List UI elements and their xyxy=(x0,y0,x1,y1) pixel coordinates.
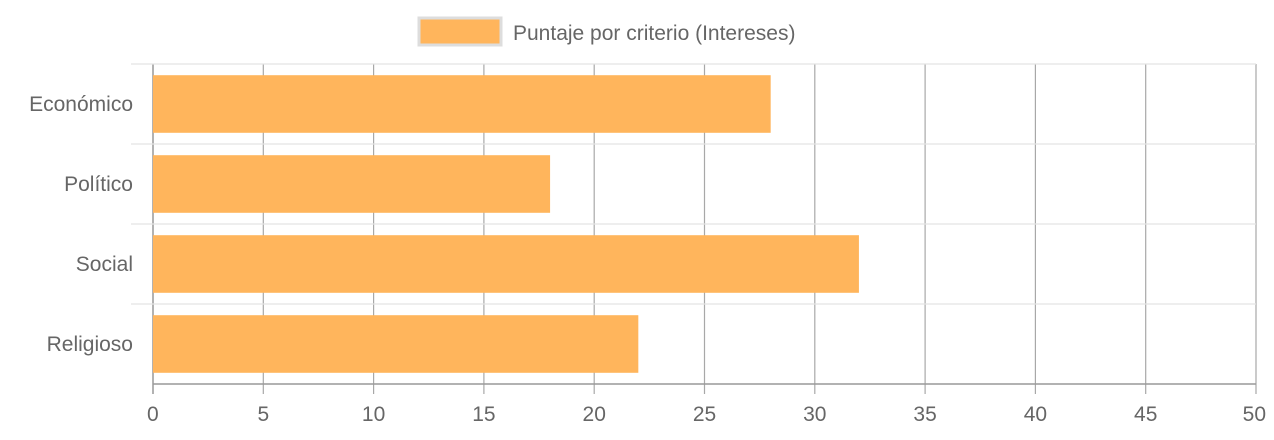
bar[interactable] xyxy=(153,75,771,133)
x-tick-label: 0 xyxy=(147,403,159,426)
y-category-label: Económico xyxy=(29,93,133,116)
x-tick-label: 30 xyxy=(803,403,826,426)
x-tick-label: 50 xyxy=(1243,403,1266,426)
x-tick-label: 5 xyxy=(257,403,269,426)
x-tick-label: 15 xyxy=(472,403,495,426)
x-tick-label: 35 xyxy=(913,403,936,426)
legend-swatch xyxy=(417,16,503,47)
x-tick-label: 45 xyxy=(1134,403,1157,426)
y-category-label: Social xyxy=(76,253,133,276)
legend-label: Puntaje por criterio (Intereses) xyxy=(513,22,795,45)
y-category-label: Religioso xyxy=(47,333,133,356)
x-tick-label: 25 xyxy=(693,403,716,426)
bar[interactable] xyxy=(153,155,551,213)
x-tick-label: 40 xyxy=(1024,403,1047,426)
y-category-label: Político xyxy=(64,173,133,196)
x-axis-tick-labels: 0 5 10 15 20 25 30 35 40 45 50 xyxy=(147,403,1266,426)
x-tick-label: 10 xyxy=(362,403,385,426)
y-axis-category-labels: Económico Político Social Religioso xyxy=(29,93,133,356)
chart-legend[interactable]: Puntaje por criterio (Intereses) xyxy=(417,16,795,47)
bars xyxy=(153,75,859,373)
bar[interactable] xyxy=(153,235,859,293)
bar[interactable] xyxy=(153,315,639,373)
horizontal-grid-lines xyxy=(131,63,1256,305)
x-tick-label: 20 xyxy=(583,403,606,426)
